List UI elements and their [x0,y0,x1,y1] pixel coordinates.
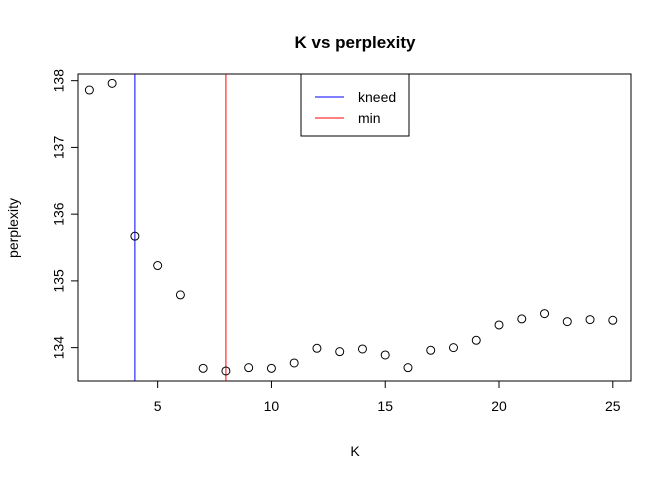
x-tick-label: 10 [264,398,280,414]
data-point [517,314,527,324]
legend-label-min: min [358,110,381,126]
data-point [426,345,436,355]
data-point [335,347,345,357]
data-point [289,358,299,368]
x-tick-label: 5 [154,398,162,414]
data-point [175,290,185,300]
data-point [403,363,413,373]
data-point [380,350,390,360]
data-point [244,363,254,373]
legend-box [300,73,410,137]
y-tick-label: 134 [51,336,67,360]
x-axis: 5 10 15 20 25 [154,381,621,414]
data-point [562,317,572,327]
data-point [357,344,367,354]
data-point [312,343,322,353]
y-tick-label: 137 [51,136,67,160]
legend-label-kneed: kneed [358,89,396,105]
data-point [494,320,504,330]
data-point [471,335,481,345]
chart-title: K vs perplexity [295,33,416,52]
y-tick-label: 135 [51,269,67,293]
y-axis: 134 135 136 137 138 [51,69,78,360]
x-tick-label: 25 [605,398,621,414]
data-point [221,366,231,376]
y-tick-label: 138 [51,69,67,93]
legend: kneed min [300,73,410,137]
x-axis-label: K [350,443,360,459]
data-point [107,78,117,88]
data-point [198,363,208,373]
data-point [130,231,140,241]
y-tick-label: 136 [51,202,67,226]
data-point [84,85,94,95]
data-point [266,363,276,373]
data-point [448,343,458,353]
data-points [84,78,618,376]
data-point [540,309,550,319]
data-point [153,261,163,271]
y-axis-label: perplexity [5,198,21,258]
x-tick-label: 20 [491,398,507,414]
data-point [585,315,595,325]
reference-lines [134,74,227,381]
data-point [608,315,618,325]
x-tick-label: 15 [377,398,393,414]
